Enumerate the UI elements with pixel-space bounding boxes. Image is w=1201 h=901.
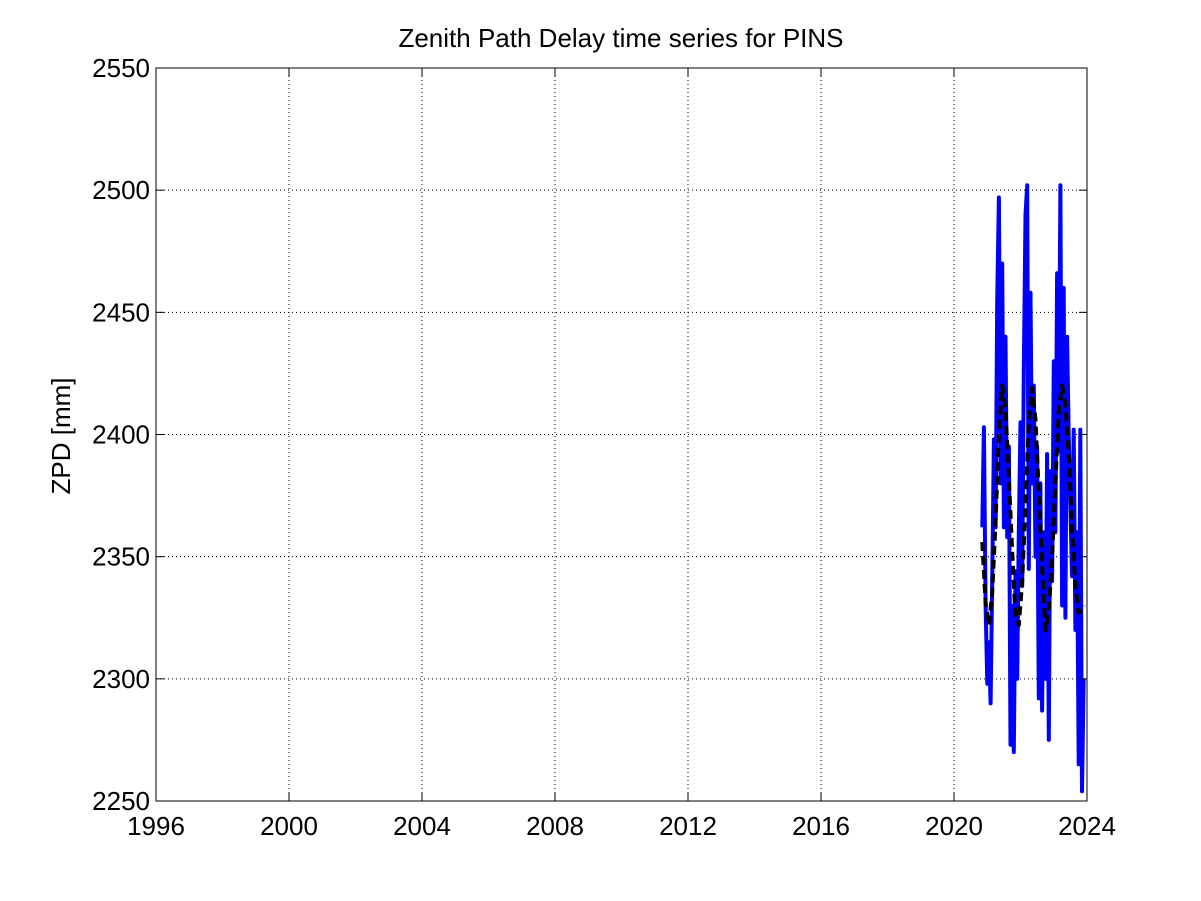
y-tick-label: 2450 bbox=[92, 297, 150, 327]
y-tick-label: 2400 bbox=[92, 420, 150, 450]
tick-marks bbox=[155, 67, 1088, 802]
x-tick-label: 2000 bbox=[260, 811, 318, 841]
y-tick-labels: 2250 2300 2350 2400 2450 2500 2550 bbox=[92, 53, 150, 816]
x-tick-label: 2012 bbox=[659, 811, 717, 841]
chart-title: Zenith Path Delay time series for PINS bbox=[398, 23, 843, 53]
y-tick-label: 2550 bbox=[92, 53, 150, 83]
y-tick-label: 2250 bbox=[92, 786, 150, 816]
x-tick-label: 2004 bbox=[393, 811, 451, 841]
x-tick-label: 2020 bbox=[925, 811, 983, 841]
series-line-smoothed bbox=[980, 383, 1086, 632]
y-axis-label: ZPD [mm] bbox=[46, 378, 76, 495]
series-line-observed bbox=[980, 183, 1086, 794]
x-tick-label: 2008 bbox=[526, 811, 584, 841]
y-tick-label: 2500 bbox=[92, 175, 150, 205]
x-tick-label: 2016 bbox=[792, 811, 850, 841]
y-tick-label: 2350 bbox=[92, 542, 150, 572]
x-tick-label: 1996 bbox=[127, 811, 185, 841]
x-tick-label: 2024 bbox=[1058, 811, 1116, 841]
y-tick-label: 2300 bbox=[92, 664, 150, 694]
x-tick-labels: 1996 2000 2004 2008 2012 2016 2020 2024 bbox=[127, 811, 1116, 841]
data-series bbox=[980, 183, 1086, 794]
